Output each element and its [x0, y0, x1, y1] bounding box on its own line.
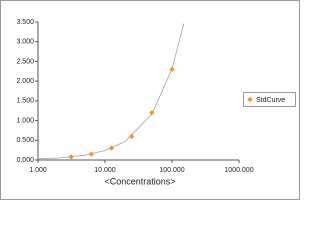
x-tick-label: 1.000: [29, 167, 47, 174]
x-tick-label: 10.000: [94, 167, 116, 174]
legend-box: [243, 92, 296, 107]
y-tick-label: 1.000: [16, 117, 34, 124]
chart: <Concentrations> 0.000 0.500 1.000 1.500 2.0…: [0, 0, 300, 200]
legend-marker: [247, 96, 253, 103]
point: [149, 110, 155, 116]
point: [169, 66, 175, 72]
x-tick-label: 1000.000: [224, 167, 253, 174]
y-tick-label: 3.000: [16, 39, 34, 46]
y-tick-label: 1.500: [16, 98, 34, 105]
point: [68, 154, 74, 160]
y-tick-label: 2.000: [16, 78, 34, 85]
y-tick-label: 0.500: [16, 137, 34, 144]
x-tick-label: 100.000: [159, 167, 184, 174]
fit-curve: [37, 23, 185, 160]
point: [88, 151, 94, 157]
y-tick-label: 2.500: [16, 58, 34, 65]
legend-label: StdCurve: [256, 97, 285, 104]
y-tick-label: 0.000: [16, 157, 34, 164]
y-tick-label: 3.500: [16, 19, 34, 26]
x-axis-label: <Concentrations>: [104, 176, 175, 186]
point: [129, 133, 135, 139]
point: [108, 145, 115, 151]
